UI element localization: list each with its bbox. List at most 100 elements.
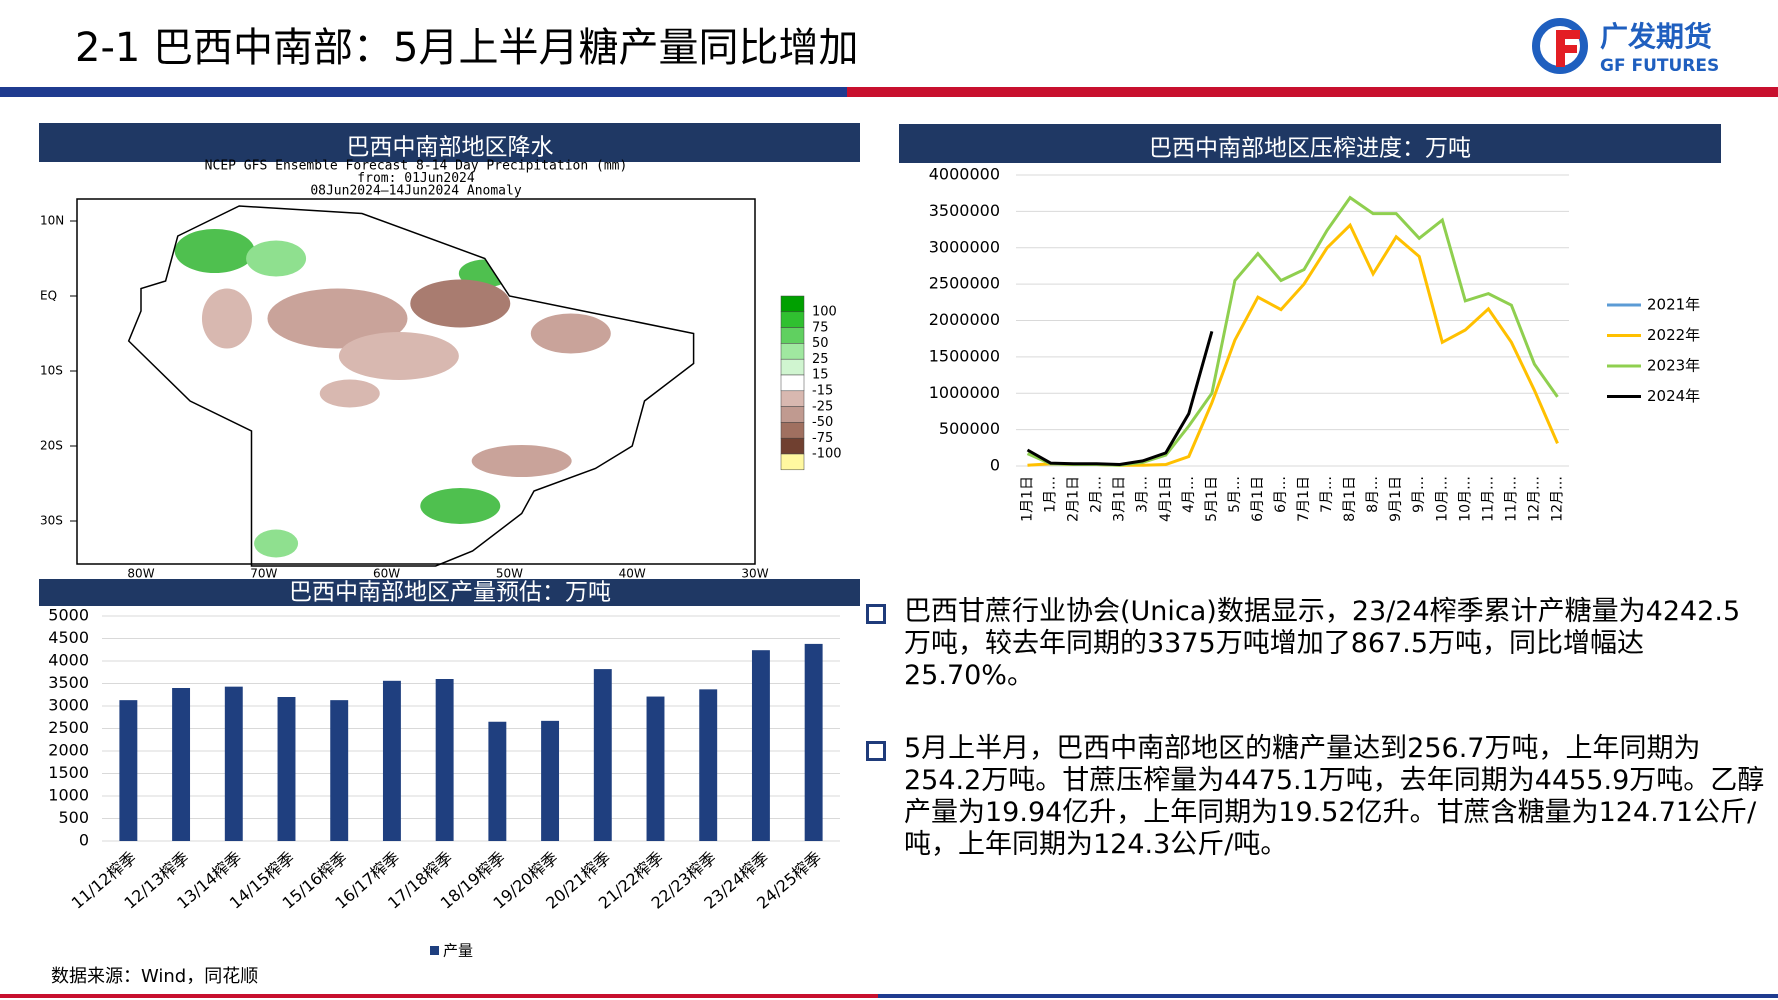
x-tick-label: 6月1日 (1250, 476, 1266, 522)
source: 数据来源：Wind，同花顺 (51, 966, 258, 987)
bullet: 5月上半月，巴西中南部地区的糖产量达到256.7万吨，上年同期为254.2万吨。… (866, 733, 1766, 861)
map-anomaly (338, 332, 459, 380)
legend-label: 2024年 (1647, 387, 1700, 405)
y-tick-label: 1500 (48, 763, 89, 782)
x-tick-label: 6月… (1273, 476, 1289, 513)
map-anomaly (530, 313, 611, 354)
map-legend-box (780, 406, 805, 423)
x-tick-label: 9月… (1411, 476, 1427, 513)
bar (646, 696, 665, 841)
x-tick-label: 10月… (1457, 476, 1473, 522)
y-tick-label: 3000 (48, 696, 89, 715)
y-tick-label: 1000 (48, 786, 89, 805)
map-legend-box (780, 295, 805, 313)
map-legend-label: 75 (812, 320, 829, 335)
map-legend-label: -100 (812, 447, 842, 462)
bar (435, 679, 454, 841)
y-tick-label: 0 (990, 456, 1000, 475)
x-tick-label: 4月1日 (1158, 476, 1174, 522)
map-anomaly (471, 445, 572, 477)
map-lon-label: 80W (127, 567, 154, 581)
bar (172, 688, 191, 841)
bar (751, 650, 770, 841)
map-lon-label: 40W (619, 567, 646, 581)
map-lat-label: 10S (40, 364, 63, 378)
bullet-text: 巴西甘蔗行业协会(Unica)数据显示，23/24榨季累计产糖量为4242.5万… (904, 596, 1741, 691)
x-tick-label: 7月… (1319, 476, 1335, 513)
x-tick-label: 7月1日 (1296, 476, 1312, 522)
footer-bar-blue (878, 994, 1778, 998)
y-tick-label: 1000000 (929, 383, 1000, 402)
map-lat-label: EQ (40, 289, 57, 303)
logo-f (1556, 30, 1580, 67)
legend-label: 2022年 (1647, 326, 1700, 344)
x-tick-label: 9月1日 (1388, 476, 1404, 522)
bar-chart-title: 巴西中南部地区产量预估：万吨 (289, 580, 611, 606)
bar (699, 689, 718, 841)
map-caption: NCEP GFS Ensemble Forecast 8-14 Day Prec… (205, 159, 628, 174)
y-tick-label: 2500 (48, 718, 89, 737)
x-tick-label: 8月1日 (1342, 476, 1358, 522)
map-anomaly (246, 240, 307, 277)
bullet-text: 5月上半月，巴西中南部地区的糖产量达到256.7万吨，上年同期为254.2万吨。… (904, 733, 1765, 860)
slide-title: 2-1 巴西中南部：5月上半月糖产量同比增加 (75, 25, 859, 71)
map-legend-box (780, 453, 805, 471)
map-legend-label: 50 (812, 336, 829, 351)
map-caption: from: 01Jun2024 (357, 171, 475, 186)
x-tick-label: 2月1日 (1066, 476, 1082, 522)
x-tick-label: 12月… (1549, 476, 1565, 522)
map-anomaly (201, 288, 252, 349)
line-chart-header (899, 124, 1721, 163)
bullet-icon (866, 604, 886, 624)
logo: 广发期货 GF FUTURES (1532, 18, 1719, 76)
x-tick-label: 2月… (1089, 476, 1105, 513)
header-bar-red (847, 87, 1778, 97)
x-tick-label: 11月… (1503, 476, 1519, 522)
map-outline (127, 205, 695, 567)
bar (804, 643, 823, 841)
map-anomaly (267, 288, 408, 349)
map-lat-label: 10N (40, 214, 64, 228)
legend-label: 2023年 (1647, 357, 1700, 375)
y-tick-label: 3500 (48, 673, 89, 692)
series-line (1026, 195, 1559, 467)
map: NCEP GFS Ensemble Forecast 8-14 Day Prec… (40, 159, 842, 581)
map-header (39, 123, 860, 162)
y-tick-label: 4000 (48, 651, 89, 670)
y-tick-label: 1500000 (929, 346, 1000, 365)
map-legend-label: -15 (812, 384, 833, 399)
map-lon-label: 50W (496, 567, 523, 581)
x-tick-label: 5月… (1227, 476, 1243, 513)
y-tick-label: 5000 (48, 606, 89, 625)
map-legend-box (780, 390, 805, 407)
footer-bar-red (0, 994, 878, 998)
y-tick-label: 2000000 (929, 310, 1000, 329)
x-tick-label: 11月… (1480, 476, 1496, 522)
map-lat-label: 20S (40, 439, 63, 453)
map-legend-label: -50 (812, 415, 833, 430)
map-shading (174, 229, 611, 558)
map-anomaly (174, 229, 255, 273)
x-tick-label: 1月… (1043, 476, 1059, 513)
map-legend-label: -25 (812, 399, 833, 414)
map-lat-label: 30S (40, 514, 63, 528)
x-tick-label: 12月… (1526, 476, 1542, 522)
y-tick-label: 4500 (48, 628, 89, 647)
y-tick-label: 3500000 (929, 201, 1000, 220)
map-anomaly (410, 279, 511, 328)
legend-label: 产量 (443, 942, 473, 960)
map-legend-box (780, 437, 805, 455)
map-legend-box (780, 422, 805, 439)
map-legend-label: -75 (812, 431, 833, 446)
map-caption: 08Jun2024—14Jun2024 Anomaly (310, 184, 521, 199)
x-tick-label: 8月… (1365, 476, 1381, 513)
y-tick-label: 500 (58, 808, 89, 827)
x-tick-label: 3月… (1135, 476, 1151, 513)
bar (541, 720, 560, 841)
line-chart-title: 巴西中南部地区压榨进度：万吨 (1149, 136, 1471, 162)
map-header-text: 巴西中南部地区降水 (347, 135, 554, 161)
map-legend-label: 15 (812, 368, 829, 383)
map-legend-label: 25 (812, 352, 829, 367)
bar (330, 700, 349, 841)
